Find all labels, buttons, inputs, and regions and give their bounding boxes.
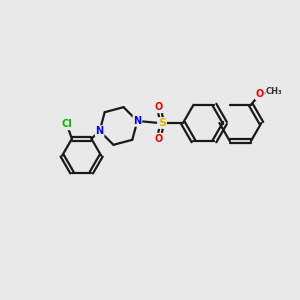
Text: N: N	[133, 116, 141, 126]
Text: O: O	[155, 102, 163, 112]
Text: CH₃: CH₃	[266, 87, 283, 96]
Text: O: O	[155, 134, 163, 144]
Text: S: S	[158, 118, 166, 128]
Text: O: O	[256, 89, 264, 99]
Text: N: N	[96, 126, 104, 136]
Text: Cl: Cl	[61, 119, 72, 129]
